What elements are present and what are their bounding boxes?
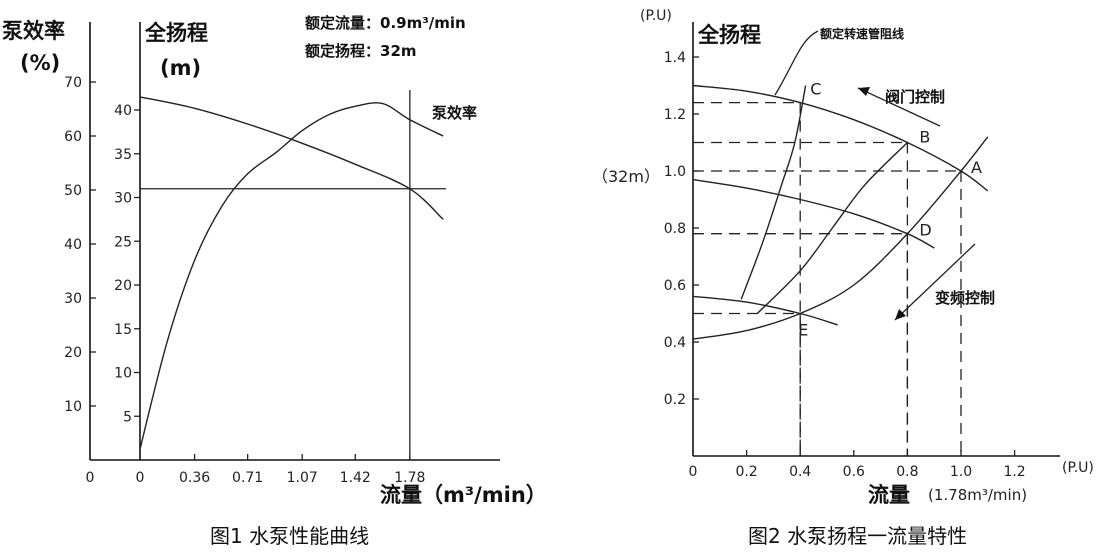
chart2-x-tick-label: 0.8 [896, 464, 918, 480]
chart2-pump-curve [692, 178, 935, 249]
chart1-x-tick-label: 1.42 [340, 470, 371, 486]
chart2-y-axis-label: 全扬程 [697, 23, 761, 47]
chart1-left-tick-label: 20 [64, 345, 82, 361]
chart1-x-tick-label: 0.36 [179, 470, 210, 486]
chart1-left-ticks: 70 60 50 40 30 20 10 [64, 75, 96, 415]
chart2-point-label-c: C [810, 80, 821, 99]
chart1-right-tick-label: 25 [114, 234, 132, 250]
chart2-x-tick-label: 1.0 [950, 464, 972, 480]
chart2-valve-arrow-line [857, 87, 941, 127]
chart2-valve-arrowhead [858, 87, 870, 96]
chart2: (P.U) 全扬程 （32m） (P.U) 额定转速管阻线 阀门控制 变频控制 … [592, 8, 1094, 548]
chart1-x-tick-label: 0.71 [232, 470, 263, 486]
chart2-x-unit: (P.U) [1062, 460, 1094, 476]
chart1-x-tick-label: 1.78 [394, 470, 425, 486]
chart2-rated-pipe-annotation: 额定转速管阻线 [820, 26, 904, 41]
chart2-vfd-arrow-line [894, 243, 976, 321]
chart2-x-tick-label: 0.4 [789, 464, 811, 480]
chart2-vfd-arrowhead [895, 309, 906, 320]
chart1-right-ticks: 40 35 30 25 20 15 10 5 [114, 103, 140, 425]
chart2-valve-annotation: 阀门控制 [885, 88, 945, 106]
chart1-right-tick-label: 35 [114, 147, 132, 163]
chart1-right-tick-label: 20 [114, 278, 132, 294]
chart2-x-axis-label: 流量 [868, 483, 910, 507]
chart1-left-axis-label: 泵效率 [2, 19, 65, 43]
chart2-y-tick-label: 1.2 [664, 107, 686, 123]
chart2-x-unit-label: (1.78m³/min) [928, 486, 1027, 504]
chart2-y-reference-label: （32m） [592, 167, 660, 186]
chart1-right-tick-label: 15 [114, 322, 132, 338]
chart1-efficiency-annotation: 泵效率 [432, 104, 477, 122]
chart1-left-tick-label: 70 [64, 75, 82, 91]
chart1-x-tick-label: 0 [86, 470, 95, 486]
chart2-system-curve [740, 85, 807, 300]
chart2-y-tick-label: 0.8 [664, 221, 686, 237]
chart1-right-tick-label: 40 [114, 103, 132, 119]
chart1-efficiency-curve [139, 102, 444, 450]
chart2-pipe-pointer [774, 30, 819, 96]
chart2-point-label-a: A [971, 158, 982, 177]
chart2-x-tick-label: 0.2 [735, 464, 757, 480]
chart1-marks [139, 90, 446, 460]
chart2-y-ticks: 1.4 1.2 1.0 0.8 0.6 0.4 0.2 [664, 50, 699, 408]
chart1-head-curve [139, 96, 444, 220]
chart2-x-tick-label: 0.6 [843, 464, 865, 480]
chart1-right-tick-label: 10 [114, 366, 132, 382]
chart2-y-tick-label: 0.6 [664, 278, 686, 294]
chart2-y-tick-label: 0.2 [664, 392, 686, 408]
chart2-y-tick-label: 1.4 [664, 50, 686, 66]
chart2-point-label-b: B [919, 128, 930, 147]
chart1-x-tick-label: 1.07 [287, 470, 318, 486]
chart1-rated-head: 额定扬程：32m [305, 42, 417, 60]
chart1-x-tick-label: 0 [136, 470, 145, 486]
chart1-caption: 图1 水泵性能曲线 [210, 524, 369, 548]
chart2-caption: 图2 水泵扬程一流量特性 [748, 524, 967, 548]
chart1-left-tick-label: 30 [64, 291, 82, 307]
chart2-y-tick-label: 0.4 [664, 335, 686, 351]
chart2-y-tick-label: 1.0 [664, 164, 686, 180]
chart1-left-axis-unit: (%) [20, 51, 60, 75]
chart1-rated-flow: 额定流量：0.9m³/min [305, 14, 466, 32]
chart1-right-axis-unit: (m) [160, 56, 201, 80]
chart2-system-curve [692, 136, 989, 340]
chart1-left-tick-label: 40 [64, 237, 82, 253]
chart2-system-curve [756, 142, 908, 314]
chart2-point-label-d: D [919, 221, 931, 240]
chart1-left-tick-label: 60 [64, 129, 82, 145]
chart2-marks: A B C D E [692, 80, 989, 456]
chart1-x-axis-label: 流量（m³/min） [380, 483, 547, 507]
chart1-right-tick-label: 5 [123, 409, 132, 425]
chart1-right-axis-label: 全扬程 [144, 21, 208, 45]
chart1-left-tick-label: 50 [64, 183, 82, 199]
chart1-right-tick-label: 30 [114, 191, 132, 207]
chart1: 泵效率 (%) 全扬程 (m) 额定流量：0.9m³/min 额定扬程：32m … [2, 14, 547, 548]
chart1-x-ticks: 0 0 0.36 0.71 1.07 1.42 1.78 [86, 454, 425, 486]
chart2-pump-curve [692, 295, 838, 326]
chart1-left-tick-label: 10 [64, 399, 82, 415]
chart2-point-label-e: E [798, 321, 808, 340]
chart2-x-tick-label: 1.2 [1003, 464, 1025, 480]
chart2-x-ticks: 0 0.2 0.4 0.6 0.8 1.0 1.2 [689, 450, 1026, 480]
chart2-vfd-annotation: 变频控制 [935, 289, 995, 307]
chart2-x-tick-label: 0 [689, 464, 698, 480]
chart2-y-unit: (P.U) [640, 8, 672, 24]
